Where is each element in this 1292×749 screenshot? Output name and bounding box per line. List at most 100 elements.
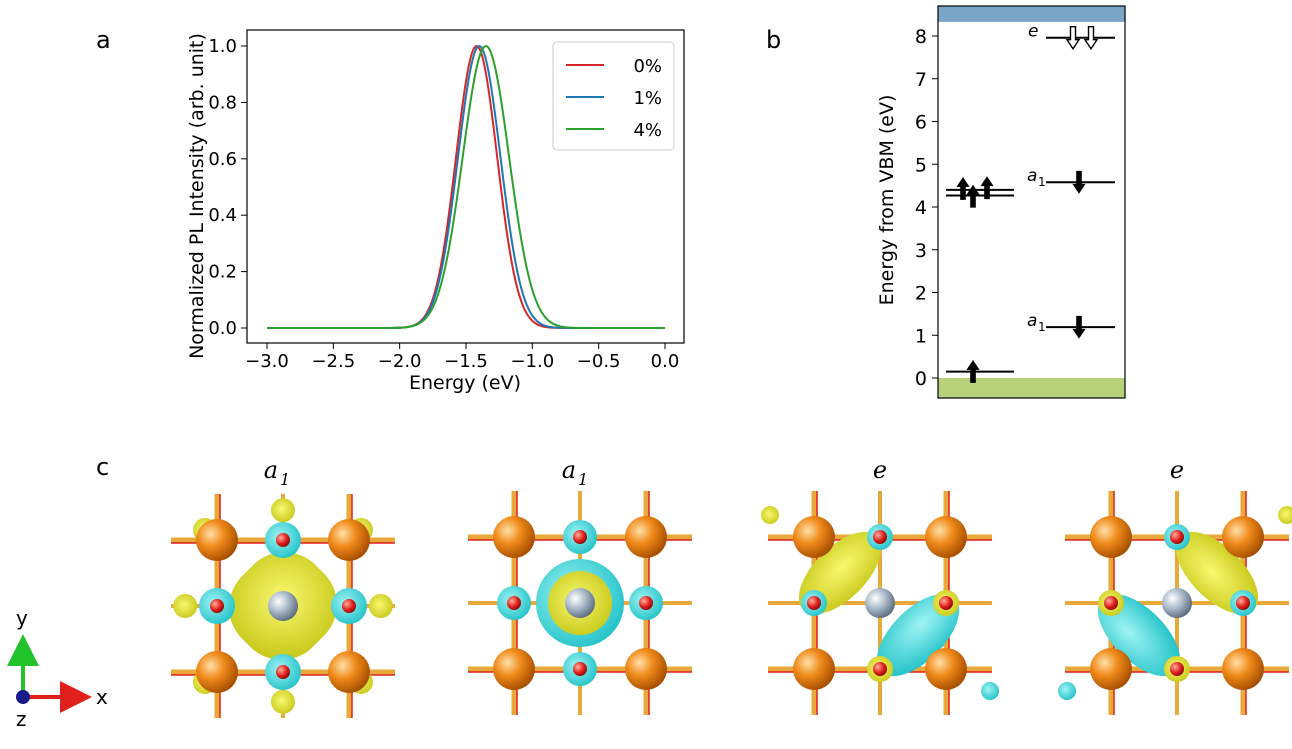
pl-x-tick-label: −2.5	[311, 351, 355, 372]
orange-atom	[625, 648, 667, 690]
isosurface-yellow-small	[761, 506, 779, 524]
pl-series-lines	[267, 44, 665, 329]
orbital-atoms	[196, 519, 370, 693]
orbital-atoms	[493, 516, 667, 690]
orange-atom	[793, 648, 835, 690]
orbital-title-2-main: a	[562, 456, 576, 484]
isosurface-yellow-small	[1278, 506, 1292, 524]
empty-down-arrow-e2	[1083, 26, 1099, 50]
orange-atom	[925, 648, 967, 690]
spin-up-arrow-4b	[966, 184, 980, 208]
level-label-a1-sub-0: 1	[1038, 320, 1046, 334]
orbital-title-3-main: e	[873, 456, 887, 484]
orange-atom	[328, 519, 370, 561]
level-y-tick-label: 5	[915, 154, 927, 176]
red-atom	[807, 596, 821, 610]
orbital-atoms	[793, 516, 967, 690]
empty-down-arrow-e1	[1065, 26, 1081, 50]
level-y-tick-label: 1	[915, 325, 927, 347]
spin-up-arrow-vbm	[966, 360, 980, 383]
orange-atom	[196, 519, 238, 561]
orange-atom	[1222, 648, 1264, 690]
level-y-tick-label: 2	[915, 283, 927, 305]
orbital-title-4-main: e	[1170, 456, 1184, 484]
pl-x-tick-label: −1.5	[444, 351, 488, 372]
panel-label-c: c	[96, 453, 109, 481]
orange-atom	[925, 516, 967, 558]
spin-up-arrow-4a	[956, 177, 970, 200]
panel-label-b: b	[766, 26, 781, 54]
red-atom	[1170, 662, 1184, 676]
level-y-tick-label: 6	[915, 112, 927, 134]
orbital-title-1-main: a	[264, 456, 278, 484]
pl-y-tick-label: 0.6	[208, 149, 237, 170]
orange-atom	[196, 651, 238, 693]
pl-series-4pct	[267, 44, 665, 329]
orbital-title-1: a 1	[264, 456, 291, 489]
pl-chart: −3.0 −2.5 −2.0 −1.5 −1.0 −0.5 0.0 0.0 0.2 0.4 0.6…	[186, 29, 685, 394]
red-atom	[1236, 596, 1250, 610]
orange-atom	[625, 516, 667, 558]
level-label-a1-sub-1: 1	[1038, 175, 1046, 189]
spin-down-arrow-a1-high	[1072, 170, 1086, 194]
pl-y-ticks: 0.0 0.2 0.4 0.6 0.8 1.0	[208, 36, 247, 339]
pl-x-tick-label: −3.0	[245, 351, 289, 372]
orbital-images	[171, 491, 1292, 718]
isosurface-yellow-small	[368, 594, 393, 618]
pl-legend-label-2: 4%	[633, 120, 662, 141]
orbital-atoms	[1090, 516, 1264, 690]
spin-up-arrow-4c	[980, 176, 994, 200]
isosurface-yellow-small	[271, 498, 295, 523]
red-atom	[573, 530, 587, 544]
center-atom	[1162, 588, 1192, 618]
red-atom	[1104, 596, 1118, 610]
isosurface-cyan-small	[1058, 682, 1076, 700]
pl-x-ticks: −3.0 −2.5 −2.0 −1.5 −1.0 −0.5 0.0	[245, 343, 679, 372]
center-atom	[865, 588, 895, 618]
red-atom	[873, 530, 887, 544]
orange-atom	[493, 516, 535, 558]
pl-y-tick-label: 0.0	[208, 318, 237, 339]
pl-legend-label-0: 0%	[633, 56, 662, 77]
pl-x-tick-label: −0.5	[577, 351, 621, 372]
pl-legend-box	[552, 41, 675, 151]
red-atom	[639, 596, 653, 610]
red-atom	[210, 599, 224, 613]
pl-y-tick-label: 0.2	[208, 262, 237, 283]
orange-atom	[493, 648, 535, 690]
isosurface-cyan-lobe	[1097, 593, 1181, 677]
red-atom	[573, 662, 587, 676]
level-label-e: e	[1028, 22, 1038, 42]
red-atom	[342, 599, 356, 613]
spin-down-arrow-a1-low	[1072, 315, 1086, 339]
pl-y-tick-label: 0.8	[208, 92, 237, 113]
orbital-title-1-sub: 1	[280, 470, 290, 489]
level-y-axis-label: Energy from VBM (eV)	[876, 95, 898, 306]
red-atom	[507, 596, 521, 610]
orange-atom	[1090, 648, 1132, 690]
red-atom	[1170, 530, 1184, 544]
orbital-panel-2	[468, 491, 692, 715]
x-axis-letter: x	[96, 685, 108, 709]
pl-y-tick-label: 0.4	[208, 205, 237, 226]
level-label-a1-0: a	[1027, 311, 1037, 331]
red-atom	[276, 533, 290, 547]
pl-legend-label-1: 1%	[633, 88, 662, 109]
orange-atom	[793, 516, 835, 558]
orbital-title-3: e	[873, 456, 887, 484]
orbital-panel-4	[1058, 491, 1292, 715]
isosurface-cyan-lobe	[876, 593, 960, 677]
level-y-tick-label: 3	[915, 240, 927, 262]
red-atom	[939, 596, 953, 610]
level-y-tick-label: 8	[915, 26, 927, 48]
axis-indicator: y x z	[7, 606, 108, 731]
orbital-title-4: e	[1170, 456, 1184, 484]
orbital-title-2-sub: 1	[578, 470, 588, 489]
isosurface-yellow-small	[173, 594, 198, 618]
red-atom	[873, 662, 887, 676]
panel-label-a: a	[96, 26, 111, 54]
level-label-a1-1: a	[1027, 166, 1037, 186]
orbital-panel-3	[761, 491, 999, 715]
